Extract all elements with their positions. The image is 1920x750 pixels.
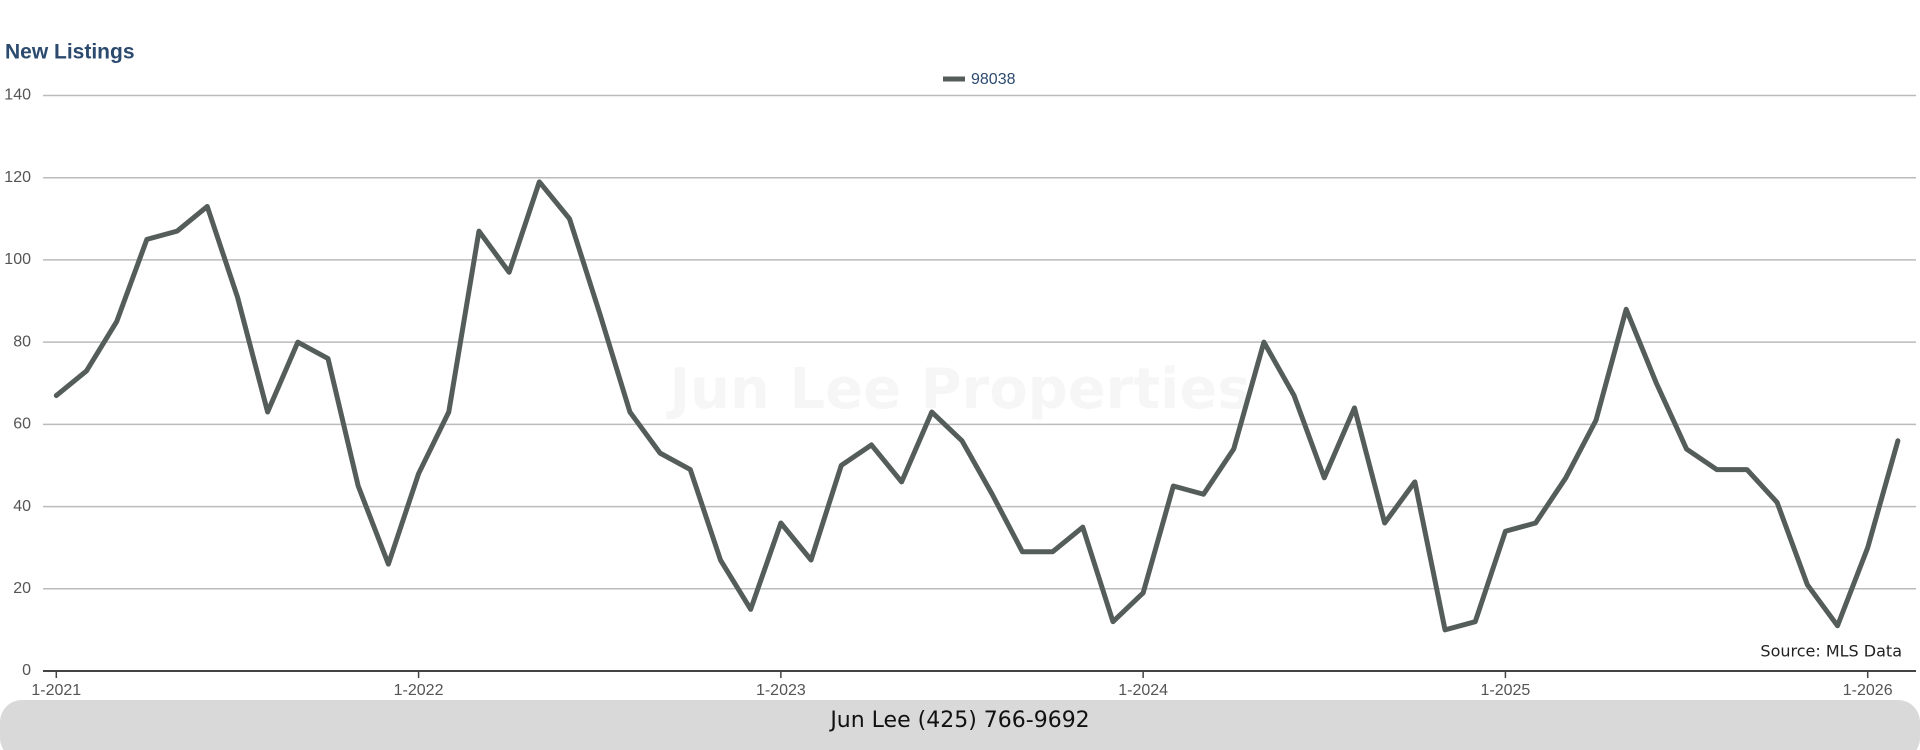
x-tick-label: 1-2021 xyxy=(31,682,81,699)
y-tick-label: 80 xyxy=(13,333,31,350)
y-tick-label: 100 xyxy=(4,251,31,268)
x-tick-label: 1-2024 xyxy=(1118,682,1168,699)
y-tick-label: 120 xyxy=(4,169,31,186)
x-tick-label: 1-2025 xyxy=(1481,682,1531,699)
y-tick-label: 140 xyxy=(4,87,31,104)
y-tick-label: 60 xyxy=(13,416,31,433)
series-line xyxy=(53,179,1901,633)
footer-text: Jun Lee (425) 766-9692 xyxy=(828,708,1089,733)
y-tick-label: 20 xyxy=(13,580,31,597)
y-tick-label: 0 xyxy=(22,662,31,679)
chart-title: New Listings xyxy=(5,41,135,64)
y-tick-label: 40 xyxy=(13,498,31,515)
source-note: Source: MLS Data xyxy=(1760,642,1902,661)
x-tick-label: 1-2022 xyxy=(394,682,444,699)
legend-label: 98038 xyxy=(971,71,1016,88)
footer-band xyxy=(0,700,1920,750)
x-tick-label: 1-2026 xyxy=(1843,682,1893,699)
watermark: Jun Lee Properties xyxy=(665,357,1250,422)
x-tick-label: 1-2023 xyxy=(756,682,806,699)
